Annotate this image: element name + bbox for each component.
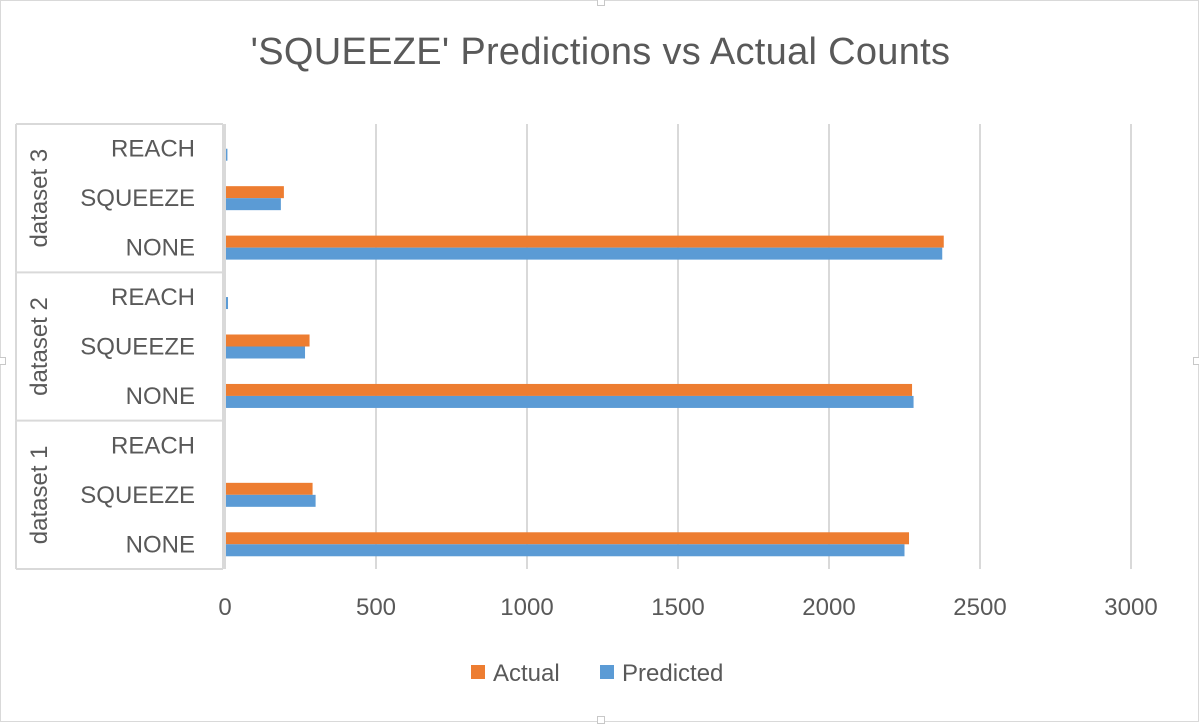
x-tick-label: 2000 bbox=[802, 594, 855, 621]
category-label: REACH bbox=[111, 284, 195, 311]
x-tick-label: 500 bbox=[356, 594, 396, 621]
bar-predicted-squeeze bbox=[225, 494, 316, 507]
bar-predicted-reach bbox=[225, 297, 229, 310]
category-label: REACH bbox=[111, 432, 195, 459]
category-label: REACH bbox=[111, 136, 195, 163]
bar-actual-squeeze bbox=[225, 482, 313, 495]
legend-label-predicted: Predicted bbox=[622, 660, 723, 687]
bar-actual-none bbox=[225, 235, 944, 248]
bar-actual-squeeze bbox=[225, 334, 310, 347]
bar-predicted-squeeze bbox=[225, 198, 281, 211]
category-label: NONE bbox=[126, 235, 195, 262]
chart-title: 'SQUEEZE' Predictions vs Actual Counts bbox=[250, 31, 951, 73]
bar-actual-squeeze bbox=[225, 186, 284, 199]
bar-predicted-none bbox=[225, 395, 914, 408]
x-tick-label: 1000 bbox=[500, 594, 553, 621]
bar-actual-none bbox=[225, 383, 913, 396]
category-label: SQUEEZE bbox=[80, 185, 195, 212]
bar-predicted-reach bbox=[225, 148, 228, 161]
group-label: dataset 3 bbox=[26, 149, 53, 248]
x-tick-label: 0 bbox=[218, 594, 231, 621]
group-label: dataset 2 bbox=[26, 297, 53, 396]
group-label: dataset 1 bbox=[26, 445, 53, 544]
category-label: NONE bbox=[126, 383, 195, 410]
x-tick-label: 3000 bbox=[1104, 594, 1157, 621]
bar-actual-none bbox=[225, 532, 910, 545]
category-label: SQUEEZE bbox=[80, 334, 195, 361]
bar-predicted-none bbox=[225, 247, 943, 260]
x-tick-label: 2500 bbox=[953, 594, 1006, 621]
legend-swatch-actual bbox=[471, 665, 485, 679]
x-tick-label: 1500 bbox=[651, 594, 704, 621]
bar-predicted-none bbox=[225, 544, 905, 557]
resize-handle-right[interactable] bbox=[1193, 357, 1199, 365]
resize-handle-bottom[interactable] bbox=[597, 716, 605, 724]
bar-predicted-squeeze bbox=[225, 346, 306, 359]
category-label: SQUEEZE bbox=[80, 482, 195, 509]
category-label: NONE bbox=[126, 531, 195, 558]
legend-swatch-predicted bbox=[600, 665, 614, 679]
resize-handle-left[interactable] bbox=[0, 357, 6, 365]
resize-handle-top[interactable] bbox=[597, 0, 605, 6]
legend-label-actual: Actual bbox=[493, 660, 560, 687]
